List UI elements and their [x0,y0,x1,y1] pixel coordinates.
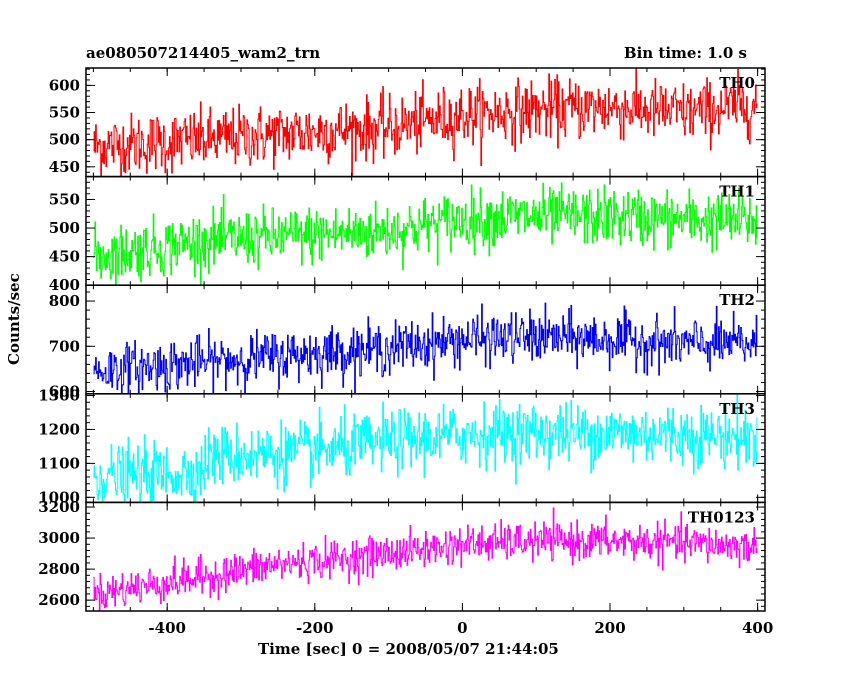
panel-label-th0123: TH0123 [688,508,755,526]
y-tick-label: 500 [49,219,80,237]
panel-frame [85,393,766,504]
y-tick-label: 550 [49,190,80,208]
y-tick-label: 3000 [38,529,80,547]
x-tick-label: 0 [457,619,467,637]
y-tick-label: 1100 [38,454,80,472]
bin-time-label: Bin time: 1.0 s [623,44,747,62]
panel-frame [85,175,766,286]
panel-label-th3: TH3 [719,400,755,418]
y-tick-label: 1000 [38,488,80,506]
x-tick-label: -200 [296,619,334,637]
x-axis-label: Time [sec] 0 = 2008/05/07 21:44:05 [258,640,559,658]
series-line-th0123 [93,507,758,611]
y-tick-label: 450 [49,248,80,266]
panel-label-th2: TH2 [719,291,755,309]
y-tick-label: 550 [49,104,80,122]
series-line-th0 [93,68,758,177]
y-tick-label: 2600 [38,591,80,609]
x-tick-label: 200 [594,619,625,637]
y-tick-label: 3200 [38,498,80,516]
x-tick-label: -400 [148,619,186,637]
y-tick-label: 500 [49,131,80,149]
y-tick-label: 700 [49,337,80,355]
x-tick-label: 400 [742,619,773,637]
y-tick-label: 800 [49,292,80,310]
y-tick-label: 600 [49,76,80,94]
chart-title: ae080507214405_wam2_trn [86,44,321,62]
panel-label-th1: TH1 [719,183,755,201]
panel-frame [85,67,766,178]
series-line-th1 [93,182,758,286]
y-tick-label: 1200 [38,420,80,438]
y-tick-label: 2800 [38,560,80,578]
y-tick-label: 1300 [38,386,80,404]
y-tick-label: 400 [49,276,80,294]
series-line-th2 [93,302,758,394]
y-tick-label: 600 [49,383,80,401]
series-line-th3 [93,393,758,503]
y-tick-label: 450 [49,158,80,176]
panel-label-th0: TH0 [719,74,755,92]
